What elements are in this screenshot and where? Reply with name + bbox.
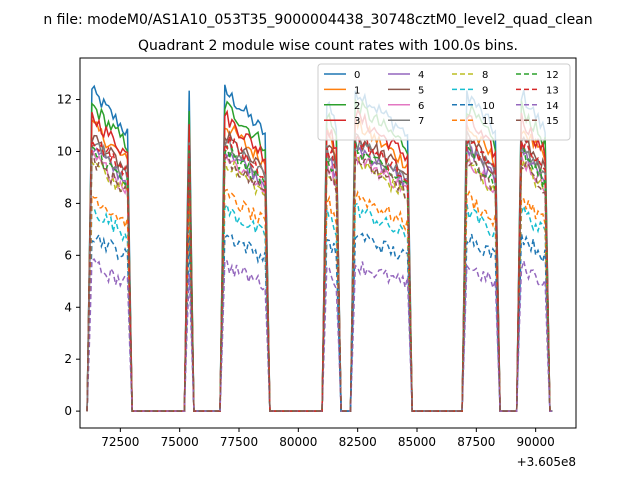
legend-label: 6: [418, 101, 424, 112]
legend-label: 9: [482, 85, 488, 96]
legend-label: 14: [546, 101, 559, 112]
y-tick-label: 12: [57, 93, 72, 107]
x-tick-label: 87500: [457, 435, 495, 449]
y-tick-label: 0: [64, 404, 72, 418]
legend-label: 8: [482, 70, 488, 81]
legend-label: 13: [546, 85, 559, 96]
series-line-11: [86, 188, 553, 412]
series-line-15: [86, 152, 553, 412]
x-tick-label: 82500: [339, 435, 377, 449]
series-line-10: [86, 232, 553, 412]
legend-label: 4: [418, 70, 424, 81]
x-tick-label: 72500: [101, 435, 139, 449]
x-offset-label: +3.605e8: [517, 455, 576, 469]
series-line-14: [86, 258, 553, 412]
series-line-8: [86, 151, 553, 412]
axes-ticks: 72500 75000 77500 80000 82500 85000 87500 90000…: [57, 93, 555, 449]
legend-label: 1: [354, 85, 360, 96]
legend-label: 7: [418, 116, 424, 127]
x-tick-label: 90000: [517, 435, 555, 449]
plot-lines: [86, 84, 553, 412]
chart-title: Quadrant 2 module wise count rates with …: [138, 38, 518, 54]
series-line-9: [86, 202, 553, 412]
legend-label: 0: [354, 70, 360, 81]
y-tick-label: 2: [64, 352, 72, 366]
legend-label: 3: [354, 116, 360, 127]
legend-label: 5: [418, 85, 424, 96]
legend-label: 11: [482, 116, 495, 127]
legend-label: 10: [482, 101, 495, 112]
y-tick-label: 8: [64, 196, 72, 210]
x-tick-label: 77500: [220, 435, 258, 449]
legend-box: [317, 63, 571, 141]
y-tick-label: 10: [57, 144, 72, 158]
x-tick-label: 75000: [161, 435, 199, 449]
legend-label: 2: [354, 101, 360, 112]
x-tick-label: 80000: [279, 435, 317, 449]
chart-suptitle: n file: modeM0/AS1A10_053T35_9000004438_…: [43, 12, 592, 28]
series-line-6: [86, 149, 553, 412]
plot-frame: [79, 57, 577, 429]
y-tick-label: 6: [64, 248, 72, 262]
legend-label: 15: [546, 116, 559, 127]
legend-label: 12: [546, 70, 559, 81]
y-tick-label: 4: [64, 300, 72, 314]
x-tick-label: 85000: [398, 435, 436, 449]
